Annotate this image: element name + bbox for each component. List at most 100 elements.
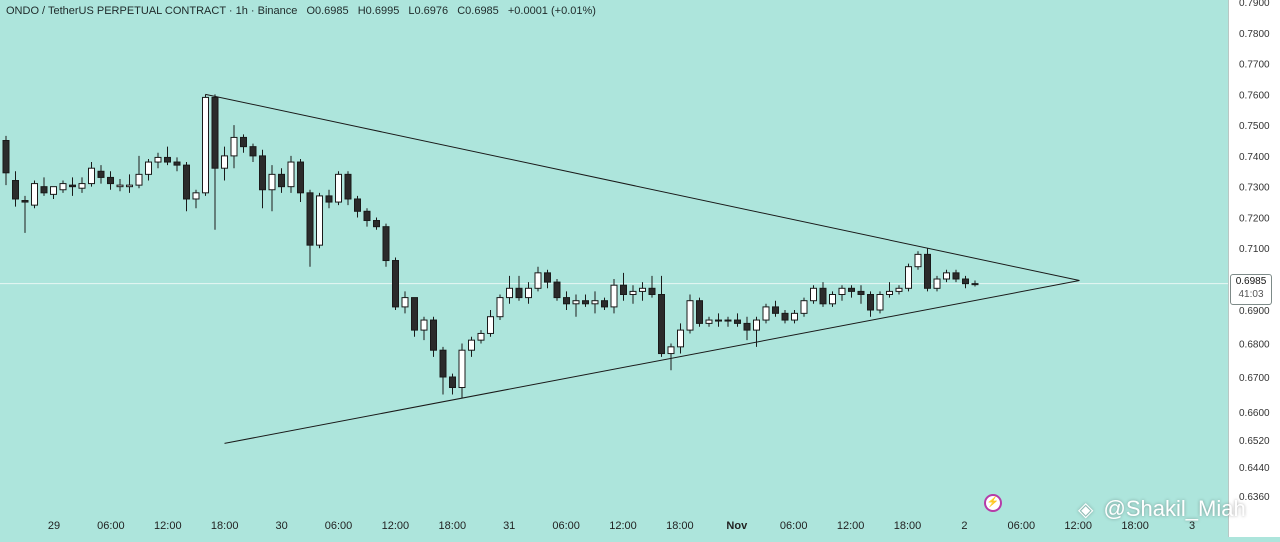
- down-candle: [648, 287, 656, 295]
- time-tick-label: 29: [48, 520, 60, 532]
- up-candle: [591, 300, 599, 305]
- time-tick-label: 18:00: [211, 520, 239, 532]
- up-candle: [667, 346, 675, 355]
- down-candle: [21, 200, 29, 203]
- up-candle: [116, 184, 124, 188]
- down-candle: [306, 192, 314, 246]
- down-candle: [743, 322, 751, 331]
- up-candle: [420, 319, 428, 331]
- down-candle: [515, 287, 523, 299]
- down-candle: [734, 319, 741, 324]
- up-candle: [221, 155, 228, 169]
- up-candle: [715, 319, 722, 322]
- up-candle: [506, 287, 513, 299]
- down-candle: [867, 294, 874, 311]
- up-candle: [154, 156, 162, 163]
- down-candle: [211, 96, 219, 169]
- price-tick-label: 0.7900: [1239, 0, 1270, 9]
- symbol-legend: ONDO / TetherUS PERPETUAL CONTRACT · 1h …: [6, 5, 602, 17]
- time-tick-label: 06:00: [780, 520, 808, 532]
- up-candle: [135, 173, 143, 186]
- time-tick-label: 18:00: [439, 520, 467, 532]
- time-tick-label: 31: [503, 520, 515, 532]
- down-candle: [354, 198, 361, 212]
- up-candle: [639, 287, 646, 292]
- bar-countdown: 41:03: [1238, 289, 1264, 300]
- up-candle: [525, 287, 532, 299]
- up-candle: [838, 287, 846, 295]
- down-candle: [240, 136, 247, 148]
- down-candle: [449, 376, 456, 388]
- watermark: ◈ @Shakil_Miah: [1078, 496, 1246, 522]
- down-candle: [373, 220, 380, 228]
- down-candle: [857, 290, 865, 295]
- price-tick-label: 0.7400: [1239, 152, 1270, 163]
- down-candle: [924, 253, 931, 289]
- down-candle: [553, 281, 561, 299]
- up-candle: [800, 300, 808, 314]
- time-tick-label: 12:00: [382, 520, 410, 532]
- time-tick-label: 18:00: [1121, 520, 1149, 532]
- down-candle: [658, 294, 665, 355]
- down-candle: [819, 287, 827, 305]
- down-candle: [297, 161, 304, 194]
- down-candle: [183, 164, 190, 200]
- time-tick-label: 18:00: [894, 520, 922, 532]
- up-candle: [629, 290, 637, 295]
- price-tick-label: 0.6700: [1239, 373, 1270, 384]
- up-candle: [943, 272, 950, 280]
- down-candle: [382, 226, 390, 262]
- lightning-icon[interactable]: ⚡: [984, 494, 1002, 512]
- down-candle: [97, 170, 105, 178]
- down-candle: [952, 272, 960, 280]
- down-candle: [601, 300, 608, 308]
- time-tick-label: 12:00: [837, 520, 865, 532]
- up-candle: [287, 161, 295, 188]
- time-tick-label: 3: [1189, 520, 1195, 532]
- up-candle: [88, 167, 95, 185]
- down-candle: [962, 278, 969, 285]
- up-candle: [971, 283, 979, 286]
- up-candle: [78, 183, 86, 189]
- time-tick-label: 06:00: [97, 520, 125, 532]
- candlestick-plot[interactable]: [0, 0, 1228, 512]
- up-candle: [829, 294, 836, 305]
- price-axis-labels: 0.7900 0.7800 0.7700 0.7600 0.7500 0.7400 0.73…: [1239, 0, 1270, 503]
- trendline-lower: [224, 280, 1080, 444]
- down-candle: [772, 306, 779, 314]
- symbol-title[interactable]: ONDO / TetherUS PERPETUAL CONTRACT · 1h …: [6, 5, 298, 17]
- time-tick-label: 30: [275, 520, 287, 532]
- down-candle: [12, 180, 19, 200]
- up-candle: [933, 278, 941, 289]
- up-candle: [468, 339, 475, 351]
- current-price-tag: 0.6985 41:03: [1230, 274, 1272, 305]
- time-tick-label: 06:00: [325, 520, 353, 532]
- up-candle: [762, 306, 770, 321]
- up-candle: [202, 96, 209, 194]
- binance-logo-icon: ◈: [1078, 499, 1094, 521]
- up-candle: [705, 319, 713, 324]
- up-candle: [477, 332, 485, 341]
- price-tick-label: 0.6360: [1239, 492, 1270, 503]
- down-candle: [325, 195, 333, 203]
- up-candle: [810, 287, 817, 302]
- current-price-label: 0.6985: [1235, 276, 1267, 287]
- up-candle: [59, 183, 67, 191]
- price-tick-label: 0.6800: [1239, 340, 1270, 351]
- up-candle: [914, 253, 922, 268]
- price-tick-label: 0.7800: [1239, 29, 1270, 40]
- time-axis[interactable]: 29 06:00 12:00 18:00 30 06:00 12:00 18:00 31 06:0…: [0, 512, 1228, 537]
- up-candle: [401, 297, 409, 308]
- high-value: H0.6995: [357, 5, 400, 17]
- up-candle: [335, 173, 342, 203]
- price-tick-label: 0.6520: [1239, 436, 1270, 447]
- up-candle: [905, 266, 912, 289]
- up-candle: [791, 312, 798, 321]
- down-candle: [544, 272, 551, 283]
- change-value: +0.0001 (+0.01%): [507, 5, 596, 17]
- time-axis-labels: 29 06:00 12:00 18:00 30 06:00 12:00 18:00 31 06:0…: [48, 520, 1195, 532]
- down-candle: [563, 297, 570, 305]
- price-axis[interactable]: 0.7900 0.7800 0.7700 0.7600 0.7500 0.7400 0.73…: [1228, 0, 1280, 537]
- price-tick-label: 0.7300: [1239, 183, 1270, 194]
